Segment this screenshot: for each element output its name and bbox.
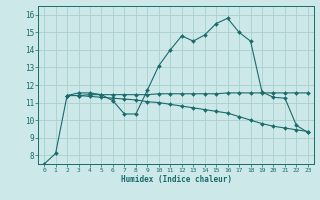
X-axis label: Humidex (Indice chaleur): Humidex (Indice chaleur) xyxy=(121,175,231,184)
